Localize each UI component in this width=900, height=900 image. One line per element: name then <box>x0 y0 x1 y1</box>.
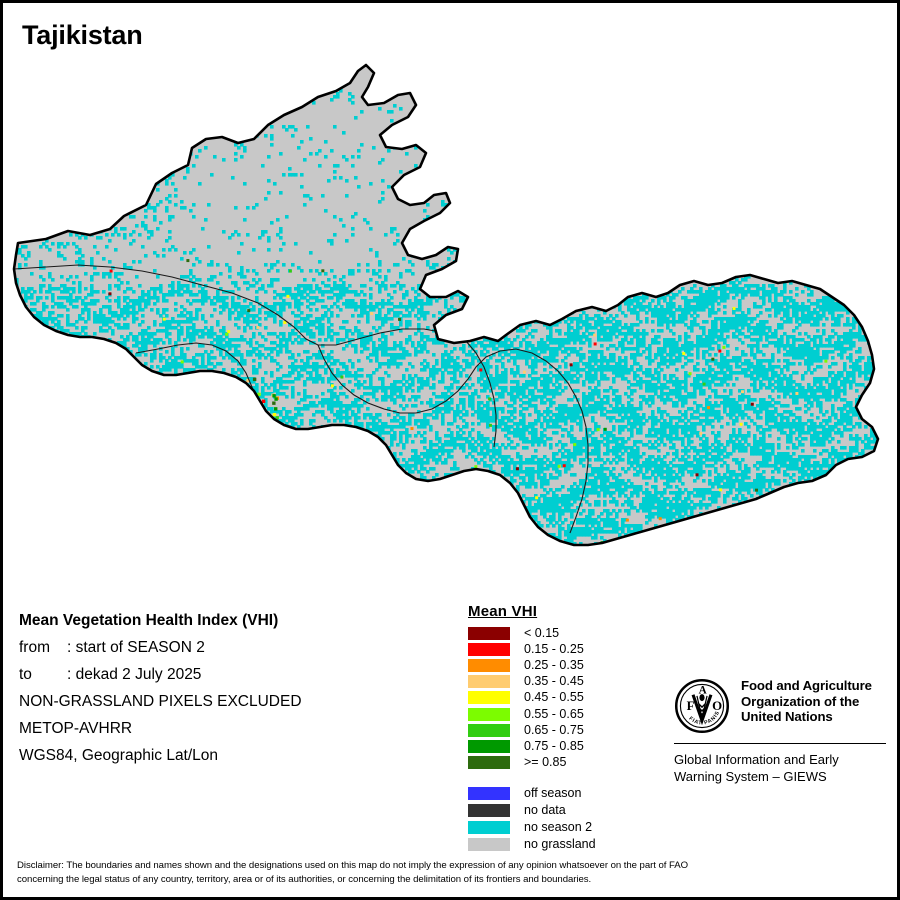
fao-logo-row: F O A FIAT PANIS Food and Agriculture Or… <box>674 678 886 734</box>
legend-swatch <box>468 723 510 737</box>
legend-swatch <box>468 756 510 770</box>
legend-swatch <box>468 707 510 721</box>
legend-label: < 0.15 <box>524 625 560 640</box>
map-canvas[interactable] <box>6 53 897 598</box>
legend-swatch <box>468 626 510 640</box>
legend-row: no grassland <box>468 836 668 853</box>
legend-row: 0.15 - 0.25 <box>468 641 668 657</box>
legend-row: >= 0.85 <box>468 755 668 771</box>
fao-name-line-3: United Nations <box>741 709 833 725</box>
fao-divider <box>674 743 886 744</box>
legend: Mean VHI < 0.15 0.15 - 0.25 0.25 - 0.35 0.3… <box>468 603 668 853</box>
legend-swatch <box>468 642 510 656</box>
metadata-excluded: NON-GRASSLAND PIXELS EXCLUDED <box>19 693 302 710</box>
legend-row: no season 2 <box>468 819 668 836</box>
legend-label: no grassland <box>524 836 596 851</box>
legend-row: 0.55 - 0.65 <box>468 706 668 722</box>
legend-label: no season 2 <box>524 819 593 834</box>
metadata-projection: WGS84, Geographic Lat/Lon <box>19 747 219 764</box>
legend-row: 0.65 - 0.75 <box>468 722 668 738</box>
tajikistan-map-svg[interactable] <box>6 53 897 598</box>
legend-special-list: off season no data no season 2 no grassland <box>468 785 668 853</box>
page-title: Tajikistan <box>22 20 143 50</box>
province-boundaries <box>14 264 589 534</box>
disclaimer-line-1: Disclaimer: The boundaries and names sho… <box>17 860 689 871</box>
metadata-to-label: to <box>19 666 32 683</box>
legend-row: 0.25 - 0.35 <box>468 657 668 673</box>
giews-line-2: Warning System – GIEWS <box>674 768 827 784</box>
map-metadata-block: Mean Vegetation Health Index (VHI) from:… <box>19 607 459 769</box>
legend-spacer <box>468 771 668 785</box>
legend-title: Mean VHI <box>468 603 538 620</box>
legend-label: 0.35 - 0.45 <box>524 674 584 689</box>
legend-label: 0.25 - 0.35 <box>524 657 584 672</box>
giews-line-1: Global Information and Early <box>674 752 839 767</box>
legend-swatch <box>468 691 510 705</box>
fao-emblem-icon: F O A FIAT PANIS <box>674 678 730 734</box>
map-raster-fill <box>14 65 878 545</box>
legend-row: 0.75 - 0.85 <box>468 738 668 754</box>
disclaimer-line-2: concerning the legal status of any count… <box>17 874 592 885</box>
legend-swatch <box>468 820 510 834</box>
legend-swatch <box>468 658 510 672</box>
legend-label: no data <box>524 802 566 817</box>
fao-name-line-2: Organization of the <box>741 693 860 709</box>
legend-label: off season <box>524 785 582 800</box>
legend-swatch <box>468 803 510 817</box>
fao-branding-block: F O A FIAT PANIS Food and Agriculture Or… <box>674 678 886 785</box>
legend-label: 0.15 - 0.25 <box>524 641 584 656</box>
legend-row: no data <box>468 802 668 819</box>
metadata-sensor: METOP-AVHRR <box>19 720 133 737</box>
legend-swatch <box>468 786 510 800</box>
legend-label: 0.45 - 0.55 <box>524 690 584 705</box>
metadata-from-label: from <box>19 639 50 656</box>
metadata-to-row: to : dekad 2 July 2025 <box>19 661 459 688</box>
metadata-from-row: from : start of SEASON 2 <box>19 634 459 661</box>
legend-row: 0.45 - 0.55 <box>468 690 668 706</box>
giews-label: Global Information and Early Warning Sys… <box>674 752 886 785</box>
legend-label: 0.55 - 0.65 <box>524 706 584 721</box>
legend-row: 0.35 - 0.45 <box>468 674 668 690</box>
legend-row: off season <box>468 785 668 802</box>
legend-label: >= 0.85 <box>524 755 567 770</box>
fao-name-line-1: Food and Agriculture <box>741 678 872 693</box>
metadata-to-value: : dekad 2 July 2025 <box>67 666 202 683</box>
legend-swatch <box>468 739 510 753</box>
legend-row: < 0.15 <box>468 625 668 641</box>
legend-class-list: < 0.15 0.15 - 0.25 0.25 - 0.35 0.35 - 0.45 0… <box>468 625 668 771</box>
disclaimer: Disclaimer: The boundaries and names sho… <box>17 859 883 887</box>
legend-swatch <box>468 837 510 851</box>
legend-swatch <box>468 675 510 689</box>
legend-label: 0.65 - 0.75 <box>524 722 584 737</box>
metadata-from-value: : start of SEASON 2 <box>67 639 205 656</box>
metadata-heading: Mean Vegetation Health Index (VHI) <box>19 612 279 629</box>
legend-label: 0.75 - 0.85 <box>524 738 584 753</box>
fao-organization-name: Food and Agriculture Organization of the… <box>741 678 872 725</box>
